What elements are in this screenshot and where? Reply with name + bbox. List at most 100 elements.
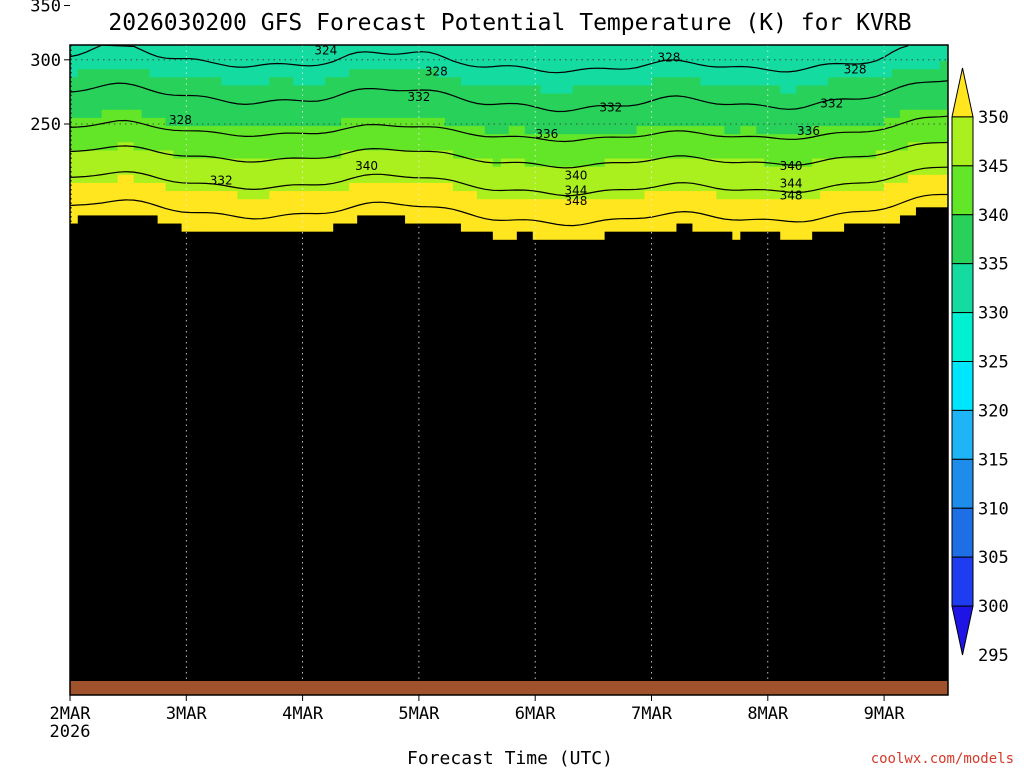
band-cell bbox=[468, 402, 478, 412]
band-cell bbox=[381, 369, 390, 379]
band-cell bbox=[85, 589, 95, 598]
band-cell bbox=[349, 117, 358, 127]
band-cell bbox=[381, 77, 390, 87]
band-cell bbox=[500, 321, 510, 330]
band-cell bbox=[508, 304, 518, 314]
band-cell bbox=[141, 353, 151, 363]
band-cell bbox=[460, 410, 470, 420]
band-cell bbox=[101, 142, 111, 152]
band-cell bbox=[508, 467, 518, 477]
band-cell bbox=[301, 215, 310, 225]
band-cell bbox=[149, 166, 159, 176]
band-cell bbox=[301, 646, 310, 655]
band-cell bbox=[389, 499, 398, 509]
band-cell bbox=[157, 101, 167, 111]
band-cell bbox=[309, 451, 318, 460]
band-cell bbox=[173, 109, 183, 119]
band-cell bbox=[444, 45, 454, 54]
band-cell bbox=[532, 491, 542, 501]
band-cell bbox=[325, 670, 334, 680]
band-cell bbox=[189, 605, 199, 615]
band-cell bbox=[269, 117, 278, 127]
band-cell bbox=[341, 247, 350, 257]
band-cell bbox=[165, 369, 175, 379]
band-cell bbox=[197, 150, 207, 160]
band-cell bbox=[548, 247, 558, 257]
band-cell bbox=[532, 109, 542, 119]
band-cell bbox=[429, 589, 438, 598]
band-cell bbox=[165, 337, 175, 347]
band-cell bbox=[540, 646, 550, 655]
band-cell bbox=[261, 321, 270, 330]
band-cell bbox=[117, 150, 127, 160]
band-cell bbox=[540, 321, 550, 330]
band-cell bbox=[317, 418, 326, 428]
band-cell bbox=[221, 182, 231, 192]
band-cell bbox=[213, 85, 223, 95]
band-cell bbox=[397, 101, 406, 111]
band-cell bbox=[492, 459, 502, 468]
band-cell bbox=[492, 85, 502, 95]
band-cell bbox=[245, 207, 254, 217]
band-cell bbox=[452, 61, 462, 70]
band-cell bbox=[189, 402, 199, 412]
band-cell bbox=[197, 572, 207, 582]
band-cell bbox=[237, 516, 247, 525]
band-cell bbox=[548, 402, 558, 412]
band-cell bbox=[237, 629, 247, 639]
band-cell bbox=[253, 223, 262, 233]
band-cell bbox=[532, 434, 542, 444]
band-cell bbox=[508, 516, 518, 525]
band-cell bbox=[309, 256, 318, 265]
band-cell bbox=[341, 150, 350, 160]
band-cell bbox=[141, 182, 151, 192]
band-cell bbox=[357, 134, 366, 143]
band-cell bbox=[309, 126, 318, 135]
band-cell bbox=[436, 426, 446, 436]
band-cell bbox=[476, 377, 486, 387]
band-cell bbox=[269, 52, 278, 62]
band-cell bbox=[101, 353, 111, 363]
band-cell bbox=[556, 499, 566, 509]
band-cell bbox=[405, 134, 414, 143]
band-cell bbox=[349, 540, 358, 550]
band-cell bbox=[548, 597, 558, 607]
band-cell bbox=[197, 361, 207, 371]
band-cell bbox=[349, 434, 358, 444]
band-cell bbox=[365, 207, 374, 217]
band-cell bbox=[141, 117, 151, 127]
band-cell bbox=[452, 117, 462, 127]
band-cell bbox=[333, 475, 342, 485]
band-cell bbox=[468, 321, 478, 330]
band-cell bbox=[70, 353, 79, 363]
band-cell bbox=[269, 174, 278, 184]
band-cell bbox=[70, 564, 79, 574]
band-cell bbox=[189, 564, 199, 574]
band-cell bbox=[157, 516, 167, 525]
band-cell bbox=[245, 621, 254, 631]
band-cell bbox=[524, 605, 534, 615]
band-cell bbox=[325, 524, 334, 533]
band-cell bbox=[373, 369, 382, 379]
band-cell bbox=[540, 312, 550, 322]
band-cell bbox=[261, 280, 270, 290]
band-cell bbox=[397, 434, 406, 444]
band-cell bbox=[245, 507, 254, 517]
band-cell bbox=[309, 223, 318, 233]
band-cell bbox=[149, 329, 159, 338]
band-cell bbox=[309, 191, 318, 200]
band-cell bbox=[173, 426, 183, 436]
band-cell bbox=[221, 459, 231, 468]
band-cell bbox=[261, 629, 270, 639]
band-cell bbox=[429, 45, 438, 54]
band-cell bbox=[508, 264, 518, 273]
band-cell bbox=[349, 451, 358, 460]
band-cell bbox=[508, 670, 518, 680]
band-cell bbox=[317, 516, 326, 525]
band-cell bbox=[389, 142, 398, 152]
band-cell bbox=[500, 654, 510, 663]
band-cell bbox=[492, 134, 502, 143]
band-cell bbox=[548, 589, 558, 598]
band-cell bbox=[452, 345, 462, 355]
band-cell bbox=[117, 312, 127, 322]
